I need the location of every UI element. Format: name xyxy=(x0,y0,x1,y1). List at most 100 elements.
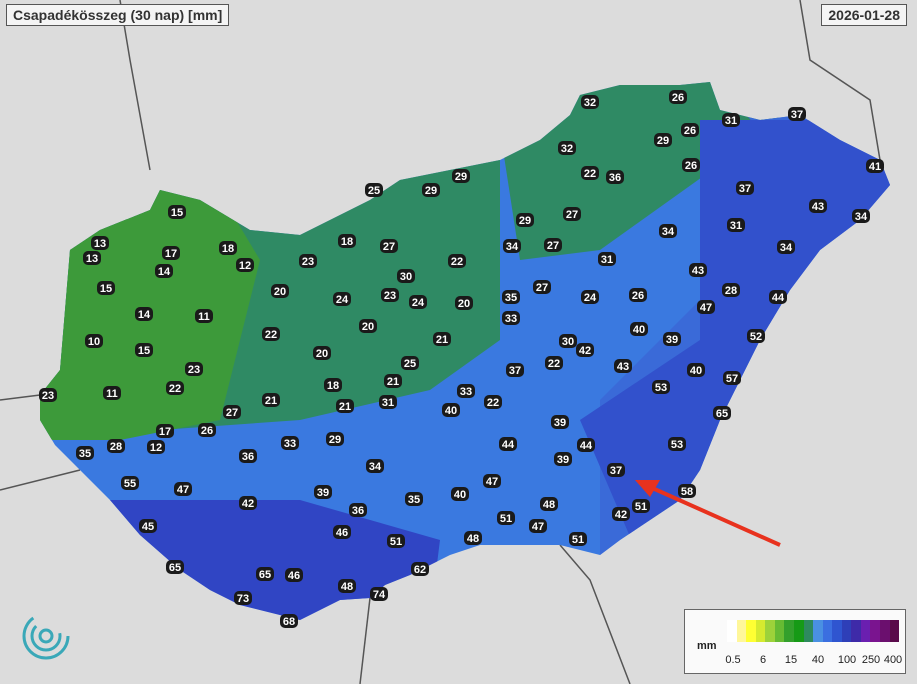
legend-tick: 40 xyxy=(811,654,825,666)
station-value: 53 xyxy=(671,439,683,451)
station-value: 14 xyxy=(158,266,171,278)
station-label-background xyxy=(156,424,174,438)
station-value: 30 xyxy=(562,336,574,348)
station-label-background xyxy=(366,459,384,473)
station-label: 18 xyxy=(324,378,342,392)
station-value: 12 xyxy=(150,442,162,454)
station-value: 33 xyxy=(284,438,296,450)
station-value: 42 xyxy=(242,498,254,510)
station-label: 36 xyxy=(606,170,624,184)
station-label: 21 xyxy=(336,399,354,413)
station-label: 45 xyxy=(139,519,157,533)
station-label-background xyxy=(234,591,252,605)
station-label: 23 xyxy=(381,288,399,302)
station-value: 27 xyxy=(383,241,395,253)
station-label: 37 xyxy=(607,463,625,477)
station-label-background xyxy=(103,386,121,400)
station-label: 37 xyxy=(736,181,754,195)
station-label: 40 xyxy=(630,322,648,336)
station-label-background xyxy=(333,525,351,539)
station-label-background xyxy=(502,290,520,304)
station-label: 58 xyxy=(678,484,696,498)
logo xyxy=(22,612,70,660)
station-value: 21 xyxy=(339,401,351,413)
station-value: 43 xyxy=(812,201,824,213)
station-value: 23 xyxy=(302,256,314,268)
station-label: 41 xyxy=(866,159,884,173)
station-value: 22 xyxy=(584,168,596,180)
station-value: 37 xyxy=(739,183,751,195)
station-label: 15 xyxy=(168,205,186,219)
station-label: 24 xyxy=(333,292,351,306)
station-label: 34 xyxy=(366,459,384,473)
station-value: 36 xyxy=(609,172,621,184)
station-label: 23 xyxy=(299,254,317,268)
station-label-background xyxy=(442,403,460,417)
station-label-background xyxy=(669,90,687,104)
station-value: 51 xyxy=(500,513,512,525)
station-label: 42 xyxy=(576,343,594,357)
station-label-background xyxy=(370,587,388,601)
station-label: 42 xyxy=(612,507,630,521)
station-label-background xyxy=(678,484,696,498)
station-labels: 32 26 31 37 26 29 32 22 36 26 41 37 25 29 29 43 34 29 27 31… xyxy=(39,90,884,628)
station-label-background xyxy=(401,356,419,370)
station-label-background xyxy=(484,395,502,409)
station-label: 25 xyxy=(365,183,383,197)
station-label-background xyxy=(365,183,383,197)
station-label: 21 xyxy=(433,332,451,346)
station-label-background xyxy=(299,254,317,268)
station-label-background xyxy=(464,531,482,545)
station-label: 15 xyxy=(97,281,115,295)
station-value: 51 xyxy=(572,534,584,546)
station-label-background xyxy=(723,371,741,385)
station-label-background xyxy=(314,485,332,499)
station-label-background xyxy=(852,209,870,223)
station-value: 46 xyxy=(336,527,348,539)
station-label: 32 xyxy=(558,141,576,155)
station-label-background xyxy=(147,440,165,454)
station-label-background xyxy=(581,166,599,180)
legend-swatch xyxy=(793,620,804,642)
station-label-background xyxy=(722,283,740,297)
station-label: 17 xyxy=(162,246,180,260)
station-label-background xyxy=(135,343,153,357)
station-label-background xyxy=(39,388,57,402)
station-label-background xyxy=(380,239,398,253)
legend-tick: 100 xyxy=(837,654,857,666)
station-label: 53 xyxy=(668,437,686,451)
station-value: 22 xyxy=(451,256,463,268)
station-value: 13 xyxy=(86,253,98,265)
station-label-background xyxy=(563,207,581,221)
station-label-background xyxy=(681,123,699,137)
station-label: 39 xyxy=(314,485,332,499)
station-label: 74 xyxy=(370,587,388,601)
station-value: 31 xyxy=(725,115,737,127)
station-label: 22 xyxy=(545,356,563,370)
station-label-background xyxy=(324,378,342,392)
station-label-background xyxy=(409,295,427,309)
station-label-background xyxy=(654,133,672,147)
station-value: 34 xyxy=(506,241,519,253)
station-label-background xyxy=(506,363,524,377)
station-value: 22 xyxy=(265,329,277,341)
station-value: 47 xyxy=(486,476,498,488)
station-label: 65 xyxy=(256,567,274,581)
station-value: 36 xyxy=(242,451,254,463)
station-label-background xyxy=(384,374,402,388)
station-label: 34 xyxy=(852,209,870,223)
station-label-background xyxy=(451,487,469,501)
station-label-background xyxy=(387,534,405,548)
station-value: 24 xyxy=(336,294,349,306)
station-value: 39 xyxy=(557,454,569,466)
station-label: 27 xyxy=(563,207,581,221)
station-label-background xyxy=(747,329,765,343)
map-title: Csapadékösszeg (30 nap) [mm] xyxy=(6,4,230,26)
station-label-background xyxy=(736,181,754,195)
station-value: 11 xyxy=(198,311,210,323)
station-label-background xyxy=(262,393,280,407)
station-value: 20 xyxy=(316,348,328,360)
station-label: 51 xyxy=(387,534,405,548)
station-value: 27 xyxy=(566,209,578,221)
station-label-background xyxy=(540,497,558,511)
